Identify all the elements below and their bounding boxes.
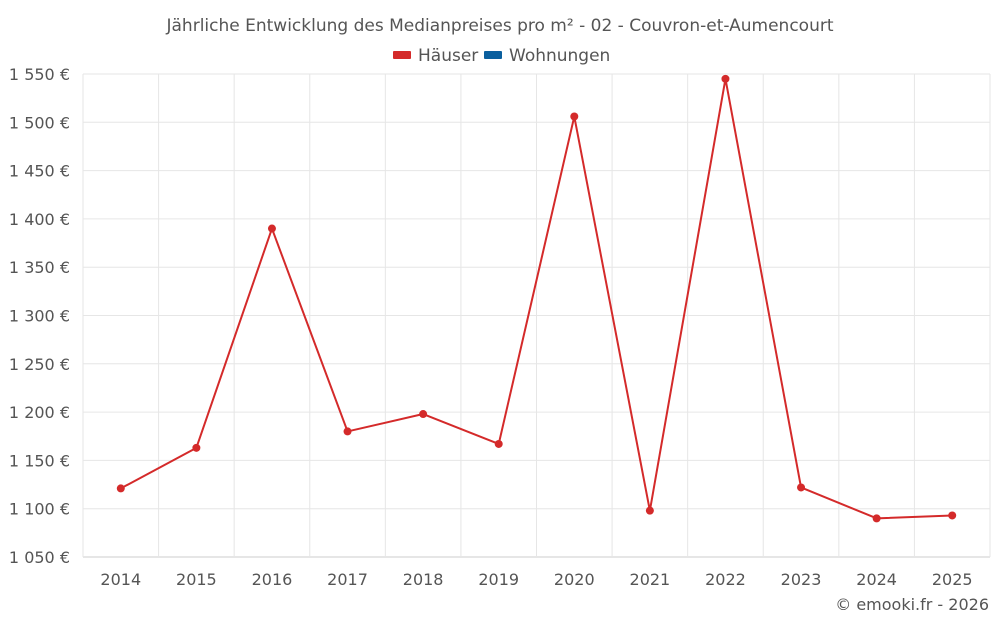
y-tick-label: 1 350 €	[9, 258, 70, 277]
x-tick-label: 2017	[327, 570, 368, 589]
data-point[interactable]	[116, 484, 125, 493]
grid	[82, 73, 991, 558]
series-layer	[116, 74, 957, 523]
y-axis: 1 050 € 1 100 € 1 150 € 1 200 € 1 250 € 1 300…	[9, 65, 70, 567]
data-point[interactable]	[192, 443, 201, 452]
y-tick-label: 1 300 €	[9, 307, 70, 326]
data-point[interactable]	[948, 511, 957, 520]
x-tick-label: 2015	[176, 570, 217, 589]
x-tick-label: 2014	[100, 570, 141, 589]
data-point[interactable]	[267, 224, 276, 233]
x-tick-label: 2023	[781, 570, 822, 589]
x-tick-label: 2022	[705, 570, 746, 589]
y-tick-label: 1 400 €	[9, 210, 70, 229]
y-tick-label: 1 500 €	[9, 113, 70, 132]
x-tick-label: 2025	[932, 570, 973, 589]
credit-text: © emooki.fr - 2026	[835, 595, 989, 614]
data-point[interactable]	[645, 506, 654, 515]
y-tick-label: 1 050 €	[9, 548, 70, 567]
x-tick-label: 2016	[252, 570, 293, 589]
y-tick-label: 1 250 €	[9, 355, 70, 374]
legend-item-wohnungen[interactable]: Wohnungen	[484, 46, 610, 66]
data-point[interactable]	[797, 483, 806, 492]
y-tick-label: 1 100 €	[9, 500, 70, 519]
x-tick-label: 2021	[630, 570, 671, 589]
series-line-0	[120, 77, 953, 520]
x-tick-label: 2019	[478, 570, 519, 589]
data-point[interactable]	[494, 439, 503, 448]
y-tick-label: 1 450 €	[9, 162, 70, 181]
data-point[interactable]	[721, 74, 730, 83]
y-tick-label: 1 550 €	[9, 65, 70, 84]
y-tick-label: 1 200 €	[9, 403, 70, 422]
data-point[interactable]	[570, 112, 579, 121]
legend-swatch-wohnungen	[484, 51, 502, 59]
legend-label-haeuser: Häuser	[418, 46, 478, 66]
x-axis: 2014 2015 2016 2017 2018 2019 2020 2021 2022 2023…	[100, 570, 972, 589]
y-tick-label: 1 150 €	[9, 451, 70, 470]
legend-swatch-haeuser	[393, 51, 411, 59]
legend-item-haeuser[interactable]: Häuser	[393, 46, 478, 66]
legend: Häuser Wohnungen	[393, 46, 610, 66]
data-point[interactable]	[343, 427, 352, 436]
data-point[interactable]	[872, 514, 881, 523]
x-tick-label: 2024	[856, 570, 897, 589]
x-tick-label: 2020	[554, 570, 595, 589]
chart-title: Jährliche Entwicklung des Medianpreises …	[166, 16, 834, 36]
data-point[interactable]	[419, 410, 428, 419]
x-tick-label: 2018	[403, 570, 444, 589]
legend-label-wohnungen: Wohnungen	[509, 46, 610, 66]
